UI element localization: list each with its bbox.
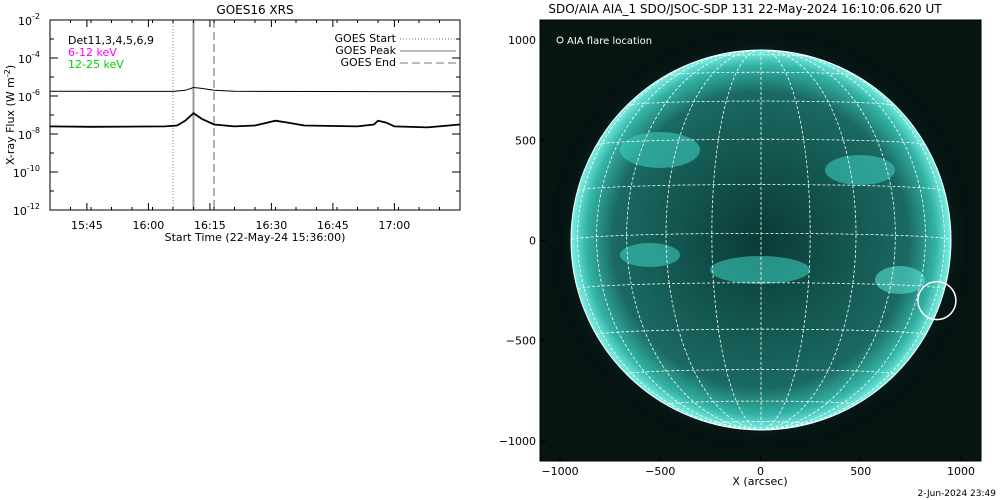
- goes-y-tick-label: 10-8: [18, 126, 40, 142]
- aia-image-chart: SDO/AIA AIA_1 SDO/JSOC-SDP 131 22-May-20…: [499, 2, 982, 488]
- goes-y-tick-base: 10: [18, 91, 32, 104]
- solar-active-regions: [620, 132, 925, 294]
- active-region: [710, 256, 810, 284]
- heliographic-grid: [571, 50, 951, 430]
- aia-y-tick-label: −1000: [499, 435, 536, 448]
- aia-x-tick-label: 1000: [947, 465, 975, 478]
- goes-y-tick-base: 10: [13, 205, 27, 218]
- active-region: [875, 266, 925, 294]
- grid-longitude-line: [596, 50, 762, 430]
- goes-y-tick-base: 10: [18, 15, 32, 28]
- aia-legend-symbol: [556, 36, 564, 44]
- grid-longitude-line: [760, 50, 896, 430]
- goes-energy-legend: Det11,3,4,5,6,9 6-12 keV 12-25 keV: [68, 34, 154, 71]
- footer-timestamp: 2-Jun-2024 23:49: [918, 489, 997, 499]
- aia-x-tick-label: 0: [757, 465, 764, 478]
- goes-y-tick-label: 10-2: [18, 12, 40, 28]
- goes-x-tick-label: 15:45: [71, 219, 103, 232]
- aia-chart-title: SDO/AIA AIA_1 SDO/JSOC-SDP 131 22-May-20…: [548, 2, 942, 16]
- grid-latitude-line: [577, 183, 945, 191]
- legend-goes-start: GOES Start: [335, 32, 397, 45]
- goes-x-axis-label: Start Time (22-May-24 15:36:00): [165, 231, 346, 244]
- goes-y-label-exponent: -2: [3, 69, 12, 77]
- aia-legend-label: AIA flare location: [567, 36, 652, 47]
- grid-latitude-line: [626, 369, 896, 375]
- goes-x-tick-label: 17:00: [379, 219, 411, 232]
- aia-y-axis: −1000 −500 0 500 1000: [499, 34, 546, 448]
- goes-y-tick-exponent: -6: [32, 88, 40, 97]
- grid-longitude-line: [760, 51, 945, 430]
- goes-event-legend: GOES Start GOES Peak GOES End: [335, 32, 456, 69]
- goes-y-axis-label: X-ray Flux (W m-2): [3, 65, 17, 165]
- aia-x-tick-label: −500: [645, 465, 675, 478]
- grid-longitude-line: [760, 50, 857, 430]
- goes-y-tick-base: 10: [18, 129, 32, 142]
- goes-y-tick-base: 10: [18, 53, 32, 66]
- grid-latitude-line: [596, 138, 926, 146]
- legend-goes-peak: GOES Peak: [335, 44, 396, 57]
- aia-x-axis-label: X (arcsec): [732, 475, 787, 488]
- goes-y-tick-exponent: -10: [27, 164, 40, 173]
- goes-chart-title: GOES16 XRS: [216, 3, 293, 17]
- aia-y-tick-label: 500: [515, 134, 536, 147]
- goes-y-label-close: ): [4, 65, 17, 69]
- goes-x-tick-label: 16:00: [133, 219, 165, 232]
- aia-y-tick-label: 1000: [508, 34, 536, 47]
- goes-x-tick-label: 16:15: [194, 219, 226, 232]
- goes-y-tick-label: 10-12: [13, 202, 40, 218]
- aia-y-tick-label: −500: [506, 335, 536, 348]
- goes-flux-series: [49, 86, 461, 93]
- goes-y-tick-base: 10: [13, 167, 27, 180]
- grid-latitude-line: [666, 71, 856, 76]
- goes-x-tick-label: 16:30: [256, 219, 288, 232]
- aia-x-axis: −1000 −500 0 500 1000: [541, 455, 975, 478]
- active-region: [620, 132, 700, 168]
- goes-x-tick-label: 16:45: [317, 219, 349, 232]
- goes-y-tick-exponent: -12: [27, 202, 40, 211]
- goes-y-tick-label: 10-6: [18, 88, 40, 104]
- goes-x-axis: 15:45 16:00 16:15 16:30 16:45 17:00: [49, 20, 461, 232]
- aia-x-tick-label: 500: [850, 465, 871, 478]
- goes-y-tick-label: 10-4: [18, 50, 40, 66]
- legend-detectors: Det11,3,4,5,6,9: [68, 34, 154, 47]
- grid-latitude-line: [711, 421, 811, 424]
- goes-y-label-main: X-ray Flux (W m: [4, 77, 17, 165]
- legend-12-25-kev: 12-25 keV: [68, 58, 124, 71]
- goes-flux-series: [49, 111, 461, 129]
- legend-goes-end: GOES End: [340, 56, 396, 69]
- active-region: [620, 243, 680, 267]
- goes-y-tick-exponent: -4: [32, 50, 40, 59]
- goes-y-tick-exponent: -8: [32, 126, 40, 135]
- aia-x-tick-label: −1000: [541, 465, 578, 478]
- grid-longitude-line: [626, 50, 762, 430]
- active-region: [825, 155, 895, 185]
- aia-image-area: [540, 20, 981, 461]
- flare-location-marker: [917, 280, 957, 321]
- legend-6-12-kev: 6-12 keV: [68, 46, 117, 59]
- grid-latitude-line: [626, 100, 896, 106]
- grid-longitude-line: [665, 50, 762, 430]
- goes-y-tick-exponent: -2: [32, 12, 40, 21]
- limb-outline: [570, 49, 952, 431]
- grid-longitude-line: [577, 51, 762, 430]
- goes-y-tick-label: 10-10: [13, 164, 40, 180]
- aia-y-tick-label: 0: [529, 235, 536, 248]
- grid-longitude-line: [760, 50, 926, 430]
